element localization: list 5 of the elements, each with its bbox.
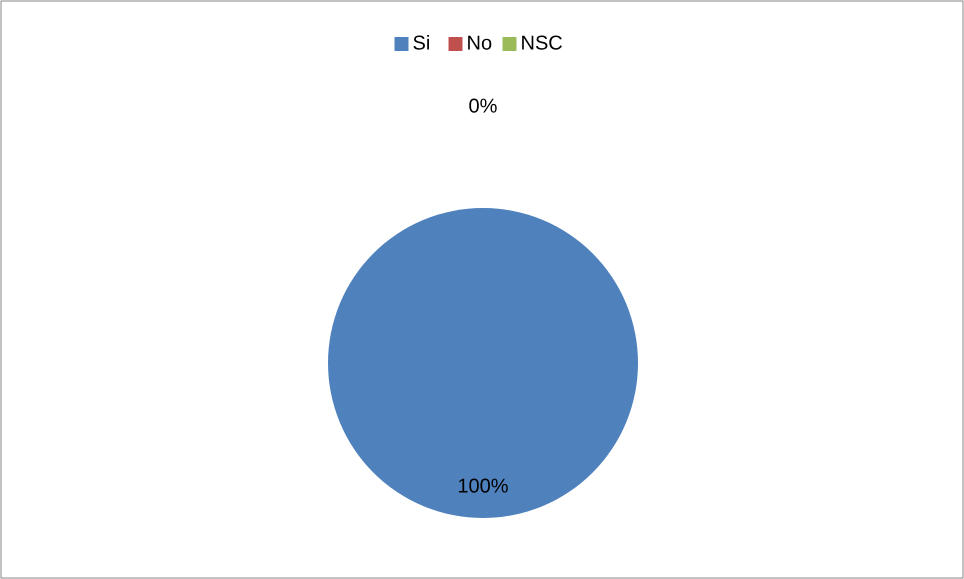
legend-label: NSC xyxy=(520,32,563,54)
data-label: 100% xyxy=(457,475,509,498)
legend-label: Si xyxy=(412,32,430,54)
text: 0% xyxy=(468,96,498,118)
legend-label: No xyxy=(466,32,492,54)
